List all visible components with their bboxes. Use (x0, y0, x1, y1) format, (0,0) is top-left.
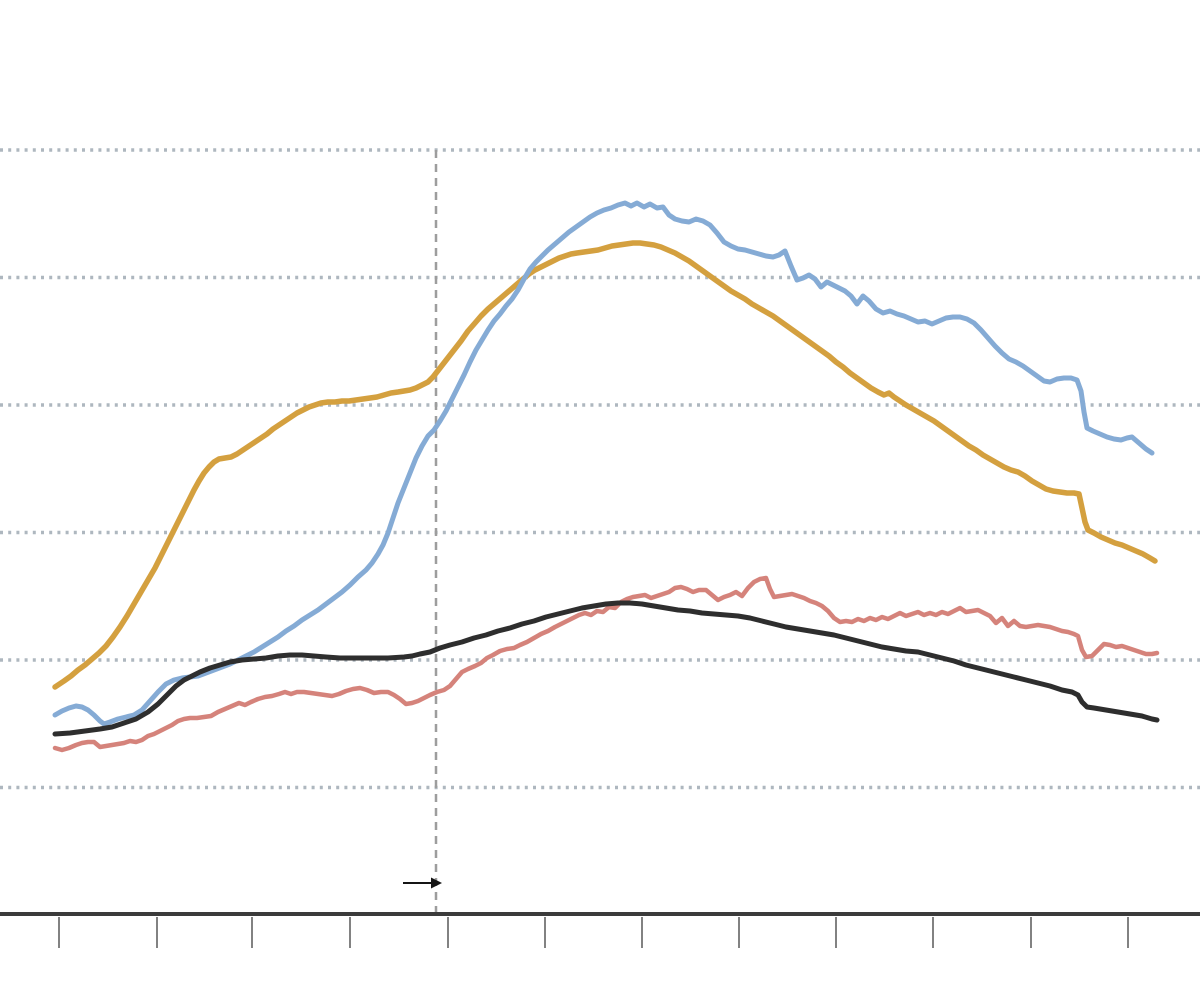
gold-series-line (52, 240, 1158, 690)
black-series-line (52, 600, 1160, 737)
blue-series-line (52, 200, 1155, 727)
salmon-series-line (52, 575, 1160, 753)
arrow-head-icon (431, 877, 442, 889)
